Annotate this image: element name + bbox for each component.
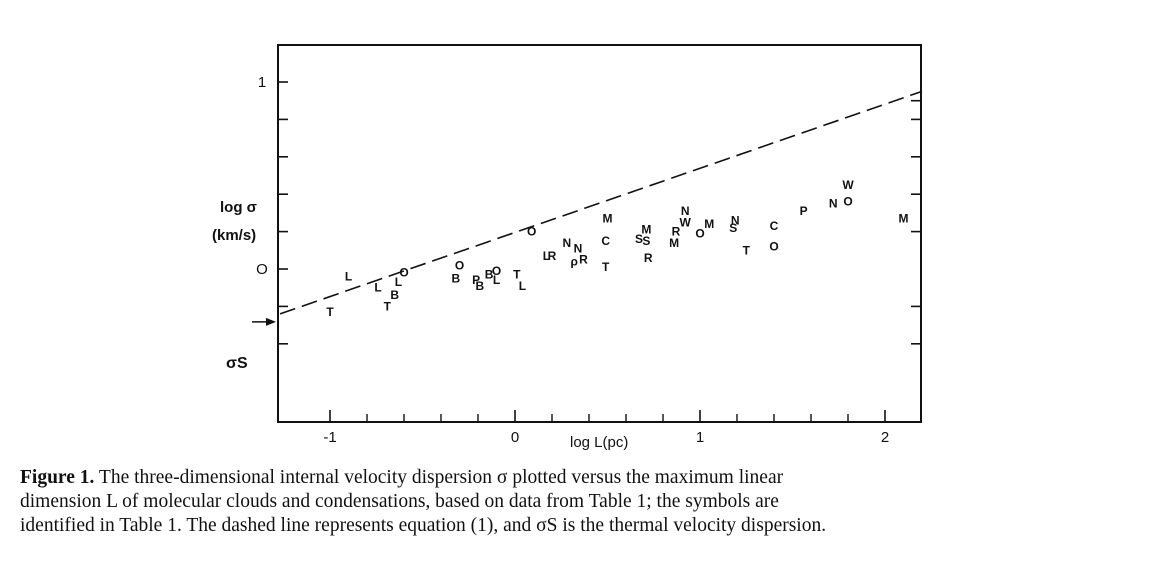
y-axis-unit-label: (km/s) (212, 227, 256, 244)
data-point: L (374, 281, 381, 295)
data-point: B (485, 268, 494, 282)
caption-line-1: Figure 1. The three-dimensional internal… (20, 466, 1130, 490)
data-point: O (843, 195, 852, 209)
data-point: L (345, 269, 352, 283)
data-point: ρ (570, 255, 577, 269)
axis-tick-labels: -1 0 1 2 1 O (256, 74, 889, 446)
data-point: M (641, 223, 651, 237)
fit-line-equation-1 (279, 90, 923, 315)
data-point: S (642, 234, 650, 248)
data-point: L (519, 279, 526, 293)
y-axis-label: log σ (220, 199, 257, 216)
data-point: R (672, 225, 681, 239)
caption-line-2: dimension L of molecular clouds and cond… (20, 491, 779, 512)
data-point: R (579, 253, 588, 267)
data-point: T (513, 268, 521, 282)
data-point: T (743, 243, 751, 257)
data-point: S (635, 232, 643, 246)
data-point: O (695, 226, 704, 240)
x-tick-label: -1 (323, 429, 336, 446)
data-point: P (472, 273, 480, 287)
caption-line-3: identified in Table 1. The dashed line r… (20, 515, 827, 536)
data-point: B (476, 279, 485, 293)
data-point: O (527, 225, 536, 239)
data-point: N (562, 236, 571, 250)
data-point: M (704, 217, 714, 231)
caption-text-1: The three-dimensional internal velocity … (98, 467, 784, 488)
x-tick-label: 2 (881, 429, 889, 446)
y-tick-label: 1 (258, 74, 266, 91)
data-point: O (769, 240, 778, 254)
data-point: L (395, 275, 402, 289)
data-point: M (669, 236, 679, 250)
data-point: M (899, 212, 909, 226)
data-point: P (800, 204, 808, 218)
x-tick-label: 1 (696, 429, 704, 446)
data-point: O (399, 266, 408, 280)
y-tick-label: O (256, 261, 268, 278)
data-point: R (644, 251, 653, 265)
data-point: O (455, 258, 464, 272)
data-point: W (842, 178, 854, 192)
x-axis-label: log L(pc) (570, 434, 628, 451)
data-point: L (493, 273, 500, 287)
x-tick-label: 0 (511, 429, 519, 446)
sigma-s-marker: σS (226, 317, 276, 372)
data-point: C (770, 219, 779, 233)
figure-caption: Figure 1. The three-dimensional internal… (20, 466, 1130, 538)
data-point: N (829, 197, 838, 211)
axis-ticks (278, 81, 921, 422)
sigma-s-arrowhead (266, 317, 276, 326)
plot-frame (277, 44, 922, 423)
data-point: T (384, 299, 392, 313)
data-point: N (681, 204, 690, 218)
data-point: C (601, 234, 610, 248)
data-point: T (602, 260, 610, 274)
sigma-s-label: σS (226, 355, 248, 372)
caption-label: Figure 1. (20, 467, 95, 488)
data-point: L (543, 249, 550, 263)
data-point: O (492, 264, 501, 278)
data-point: B (390, 288, 399, 302)
data-point: W (680, 215, 692, 229)
data-point: N (574, 241, 583, 255)
data-point: S (729, 221, 737, 235)
data-point: N (731, 213, 740, 227)
data-point: M (603, 212, 613, 226)
data-point: T (326, 305, 334, 319)
data-point: B (451, 271, 460, 285)
data-point: R (548, 249, 557, 263)
